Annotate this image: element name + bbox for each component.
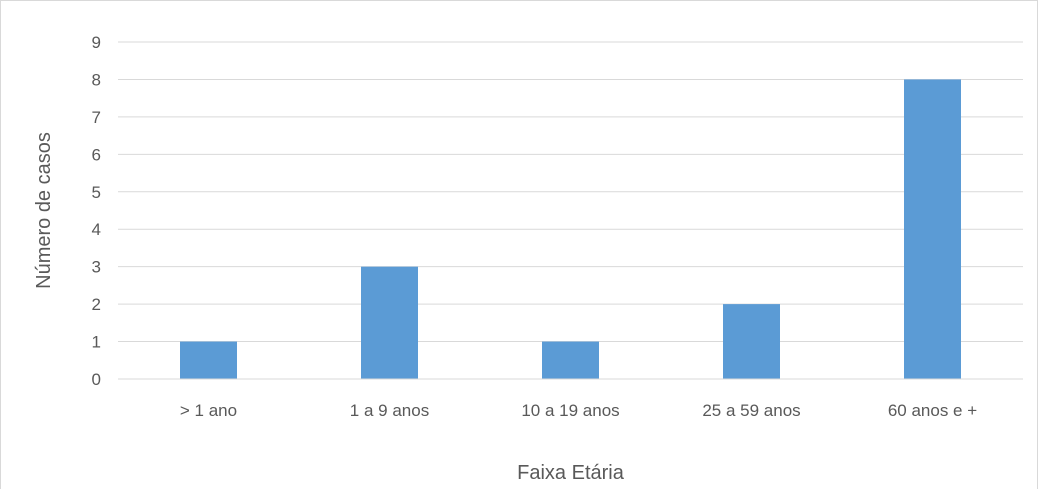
gridlines <box>118 42 1023 342</box>
bar <box>904 79 961 379</box>
y-axis-title: Número de casos <box>33 132 55 289</box>
x-axis-title: Faixa Etária <box>517 462 625 484</box>
bar <box>723 304 780 379</box>
x-tick-label: 60 anos e + <box>888 401 977 420</box>
x-tick-label: > 1 ano <box>180 401 237 420</box>
y-tick-label: 9 <box>92 33 101 52</box>
bar <box>542 342 599 379</box>
y-tick-label: 2 <box>92 295 101 314</box>
x-tick-label: 25 a 59 anos <box>702 401 800 420</box>
y-tick-label: 5 <box>92 183 101 202</box>
x-axis-ticks: > 1 ano 1 a 9 anos 10 a 19 anos 25 a 59 ano… <box>180 401 977 420</box>
bar <box>180 342 237 379</box>
y-tick-label: 7 <box>92 108 101 127</box>
y-tick-label: 3 <box>92 258 101 277</box>
y-tick-label: 4 <box>92 220 101 239</box>
x-tick-label: 1 a 9 anos <box>350 401 429 420</box>
x-tick-label: 10 a 19 anos <box>521 401 619 420</box>
y-tick-label: 6 <box>92 145 101 164</box>
y-axis-ticks: 0 1 2 3 4 5 6 7 8 9 <box>92 33 101 389</box>
y-tick-label: 0 <box>92 370 101 389</box>
y-tick-label: 1 <box>92 333 101 352</box>
y-tick-label: 8 <box>92 70 101 89</box>
bar <box>361 267 418 379</box>
